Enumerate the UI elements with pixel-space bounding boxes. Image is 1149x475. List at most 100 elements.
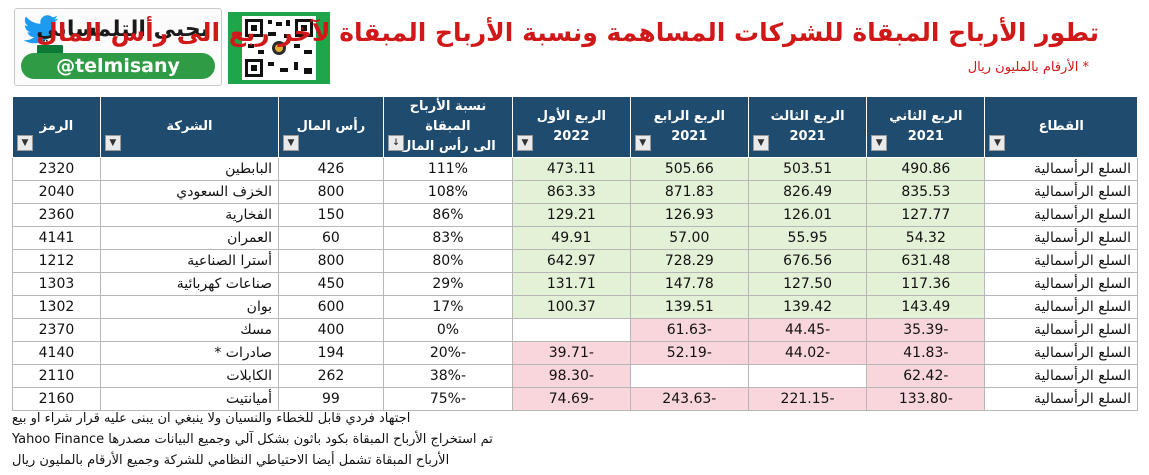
- header-company[interactable]: الشركة ▼: [99, 96, 279, 158]
- sort-descending-icon[interactable]: ↓: [387, 135, 404, 151]
- header-q3-2021[interactable]: الربع الثالث 2021 ▼: [747, 96, 868, 158]
- q2-2021-cell[interactable]: 54.32: [866, 226, 986, 250]
- q2-2021-cell[interactable]: 117.36: [866, 272, 986, 296]
- sector-cell[interactable]: السلع الرأسمالية: [984, 341, 1138, 365]
- company-cell[interactable]: الكابلات: [99, 364, 279, 388]
- ratio-cell[interactable]: 80%: [382, 249, 514, 273]
- q1-2022-cell[interactable]: 131.71: [512, 272, 631, 296]
- q1-2022-cell[interactable]: 863.33: [512, 180, 631, 204]
- header-capital[interactable]: رأس المال ▼: [277, 96, 384, 158]
- code-cell[interactable]: 4140: [12, 341, 101, 365]
- sector-cell[interactable]: السلع الرأسمالية: [984, 226, 1138, 250]
- company-cell[interactable]: أسترا الصناعية: [99, 249, 279, 273]
- q3-2021-cell[interactable]: 55.95: [747, 226, 868, 250]
- q2-2021-cell[interactable]: 835.53: [866, 180, 986, 204]
- capital-cell[interactable]: 800: [277, 180, 384, 204]
- q2-2021-cell[interactable]: -133.80: [866, 387, 986, 411]
- q4-2021-cell[interactable]: 871.83: [629, 180, 749, 204]
- ratio-cell[interactable]: -20%: [382, 341, 514, 365]
- capital-cell[interactable]: 400: [277, 318, 384, 342]
- sector-cell[interactable]: السلع الرأسمالية: [984, 318, 1138, 342]
- q3-2021-cell[interactable]: 503.51: [747, 157, 868, 181]
- q2-2021-cell[interactable]: 631.48: [866, 249, 986, 273]
- q1-2022-cell[interactable]: 49.91: [512, 226, 631, 250]
- code-cell[interactable]: 2040: [12, 180, 101, 204]
- q1-2022-cell[interactable]: 642.97: [512, 249, 631, 273]
- company-cell[interactable]: الخزف السعودي: [99, 180, 279, 204]
- q4-2021-cell[interactable]: -61.63: [629, 318, 749, 342]
- q2-2021-cell[interactable]: -35.39: [866, 318, 986, 342]
- header-sector[interactable]: القطاع ▼: [984, 96, 1138, 158]
- capital-cell[interactable]: 262: [277, 364, 384, 388]
- header-q2-2021[interactable]: الربع الثاني 2021 ▼: [866, 96, 986, 158]
- filter-active-icon[interactable]: ▼: [989, 135, 1006, 151]
- q4-2021-cell[interactable]: 139.51: [629, 295, 749, 319]
- q1-2022-cell[interactable]: -74.69: [512, 387, 631, 411]
- company-cell[interactable]: صناعات كهربائية: [99, 272, 279, 296]
- capital-cell[interactable]: 800: [277, 249, 384, 273]
- code-cell[interactable]: 4141: [12, 226, 101, 250]
- q3-2021-cell[interactable]: 126.01: [747, 203, 868, 227]
- capital-cell[interactable]: 426: [277, 157, 384, 181]
- filter-dropdown-icon[interactable]: ▼: [752, 135, 769, 151]
- q4-2021-cell[interactable]: -243.63: [629, 387, 749, 411]
- company-cell[interactable]: مسك: [99, 318, 279, 342]
- capital-cell[interactable]: 450: [277, 272, 384, 296]
- q3-2021-cell[interactable]: 139.42: [747, 295, 868, 319]
- filter-dropdown-icon[interactable]: ▼: [104, 135, 121, 151]
- company-cell[interactable]: أميانتيت: [99, 387, 279, 411]
- q4-2021-cell[interactable]: 728.29: [629, 249, 749, 273]
- q2-2021-cell[interactable]: 127.77: [866, 203, 986, 227]
- header-code[interactable]: الرمز ▼: [12, 96, 101, 158]
- sector-cell[interactable]: السلع الرأسمالية: [984, 272, 1138, 296]
- ratio-cell[interactable]: 83%: [382, 226, 514, 250]
- code-cell[interactable]: 1303: [12, 272, 101, 296]
- sector-cell[interactable]: السلع الرأسمالية: [984, 157, 1138, 181]
- filter-dropdown-icon[interactable]: ▼: [871, 135, 888, 151]
- q3-2021-cell[interactable]: -44.02: [747, 341, 868, 365]
- code-cell[interactable]: 2360: [12, 203, 101, 227]
- code-cell[interactable]: 1212: [12, 249, 101, 273]
- ratio-cell[interactable]: 108%: [382, 180, 514, 204]
- capital-cell[interactable]: 194: [277, 341, 384, 365]
- q3-2021-cell[interactable]: -221.15: [747, 387, 868, 411]
- header-ratio[interactable]: نسبة الأرباح المبقاة الى رأس المال ↓: [382, 96, 514, 158]
- capital-cell[interactable]: 600: [277, 295, 384, 319]
- q4-2021-cell[interactable]: 126.93: [629, 203, 749, 227]
- sector-cell[interactable]: السلع الرأسمالية: [984, 203, 1138, 227]
- q1-2022-cell[interactable]: -98.30: [512, 364, 631, 388]
- ratio-cell[interactable]: 111%: [382, 157, 514, 181]
- ratio-cell[interactable]: 0%: [382, 318, 514, 342]
- sector-cell[interactable]: السلع الرأسمالية: [984, 364, 1138, 388]
- q4-2021-cell[interactable]: [629, 364, 749, 388]
- filter-dropdown-icon[interactable]: ▼: [517, 135, 534, 151]
- filter-dropdown-icon[interactable]: ▼: [282, 135, 299, 151]
- q3-2021-cell[interactable]: 676.56: [747, 249, 868, 273]
- sector-cell[interactable]: السلع الرأسمالية: [984, 387, 1138, 411]
- q1-2022-cell[interactable]: 129.21: [512, 203, 631, 227]
- company-cell[interactable]: البابطين: [99, 157, 279, 181]
- company-cell[interactable]: صادرات *: [99, 341, 279, 365]
- sector-cell[interactable]: السلع الرأسمالية: [984, 180, 1138, 204]
- q1-2022-cell[interactable]: 473.11: [512, 157, 631, 181]
- q2-2021-cell[interactable]: -41.83: [866, 341, 986, 365]
- q2-2021-cell[interactable]: -62.42: [866, 364, 986, 388]
- header-q1-2022[interactable]: الربع الأول 2022 ▼: [512, 96, 631, 158]
- header-q4-2021[interactable]: الربع الرابع 2021 ▼: [629, 96, 749, 158]
- ratio-cell[interactable]: 17%: [382, 295, 514, 319]
- q3-2021-cell[interactable]: [747, 364, 868, 388]
- q4-2021-cell[interactable]: 57.00: [629, 226, 749, 250]
- capital-cell[interactable]: 60: [277, 226, 384, 250]
- q4-2021-cell[interactable]: 505.66: [629, 157, 749, 181]
- q3-2021-cell[interactable]: 127.50: [747, 272, 868, 296]
- code-cell[interactable]: 2110: [12, 364, 101, 388]
- company-cell[interactable]: العمران: [99, 226, 279, 250]
- q4-2021-cell[interactable]: 147.78: [629, 272, 749, 296]
- q1-2022-cell[interactable]: -39.71: [512, 341, 631, 365]
- ratio-cell[interactable]: 86%: [382, 203, 514, 227]
- q3-2021-cell[interactable]: 826.49: [747, 180, 868, 204]
- capital-cell[interactable]: 99: [277, 387, 384, 411]
- sector-cell[interactable]: السلع الرأسمالية: [984, 249, 1138, 273]
- capital-cell[interactable]: 150: [277, 203, 384, 227]
- q3-2021-cell[interactable]: -44.45: [747, 318, 868, 342]
